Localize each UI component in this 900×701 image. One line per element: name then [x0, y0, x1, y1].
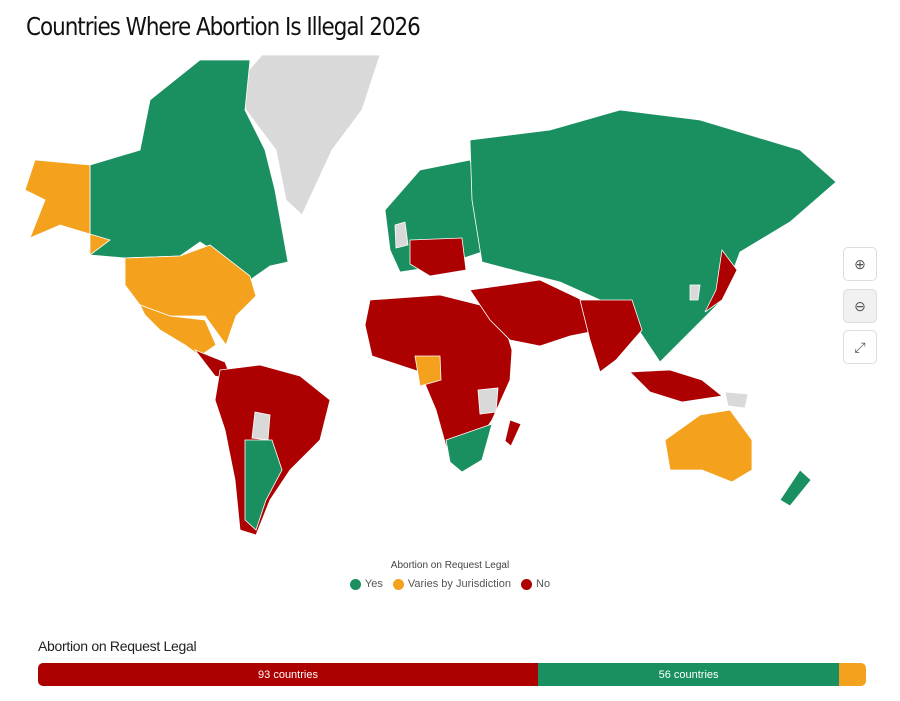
legend-swatch	[521, 578, 532, 590]
legend-label: No	[536, 578, 551, 590]
region-korea[interactable]	[689, 284, 701, 301]
region-southern-africa[interactable]	[445, 423, 493, 473]
legend-label: Yes	[364, 578, 383, 590]
region-southern-cone[interactable]	[244, 439, 283, 531]
region-australia[interactable]	[664, 409, 753, 483]
region-new-zealand[interactable]	[779, 469, 812, 507]
bar-segment-no[interactable]: 93 countries	[38, 663, 539, 686]
summary-bar: 93 countries 56 countries	[38, 663, 866, 686]
legend-item-varies[interactable]: Varies by Jurisdiction	[392, 578, 511, 590]
region-india[interactable]	[579, 299, 643, 373]
region-nigeria[interactable]	[414, 355, 442, 387]
region-middle-east[interactable]	[469, 279, 601, 347]
region-japan[interactable]	[704, 248, 738, 313]
magnifier-minus-icon: ⊖	[854, 297, 866, 314]
bar-segment-yes[interactable]: 56 countries	[538, 663, 840, 686]
legend-label: Varies by Jurisdiction	[407, 578, 511, 590]
legend-item-yes[interactable]: Yes	[349, 578, 383, 590]
region-greenland[interactable]	[239, 54, 381, 216]
page-title: Countries Where Abortion Is Illegal 2026	[26, 12, 421, 41]
region-russia-asia[interactable]	[469, 109, 837, 363]
legend-swatch	[392, 578, 404, 590]
region-alaska[interactable]	[24, 159, 111, 256]
region-africa-gray[interactable]	[477, 387, 499, 415]
legend: Yes Varies by Jurisdiction No	[0, 578, 900, 590]
zoom-in-button[interactable]: ⊕	[843, 247, 877, 281]
region-southeast-asia[interactable]	[629, 369, 723, 403]
summary-bar-title: Abortion on Request Legal	[38, 638, 197, 654]
legend-swatch	[349, 578, 361, 590]
region-usa[interactable]	[124, 244, 257, 346]
legend-title: Abortion on Request Legal	[390, 560, 510, 571]
legend-item-no[interactable]: No	[521, 578, 550, 590]
region-central-europe[interactable]	[409, 237, 467, 277]
expand-icon: ⤢	[854, 338, 866, 355]
region-madagascar[interactable]	[504, 419, 522, 447]
bar-segment-varies[interactable]	[839, 663, 866, 686]
region-south-america-gray[interactable]	[251, 411, 271, 441]
zoom-out-button[interactable]: ⊖	[843, 289, 877, 323]
fullscreen-button[interactable]: ⤢	[843, 330, 877, 364]
region-uk[interactable]	[394, 221, 409, 249]
region-papua[interactable]	[724, 391, 749, 409]
magnifier-plus-icon: ⊕	[854, 255, 866, 272]
